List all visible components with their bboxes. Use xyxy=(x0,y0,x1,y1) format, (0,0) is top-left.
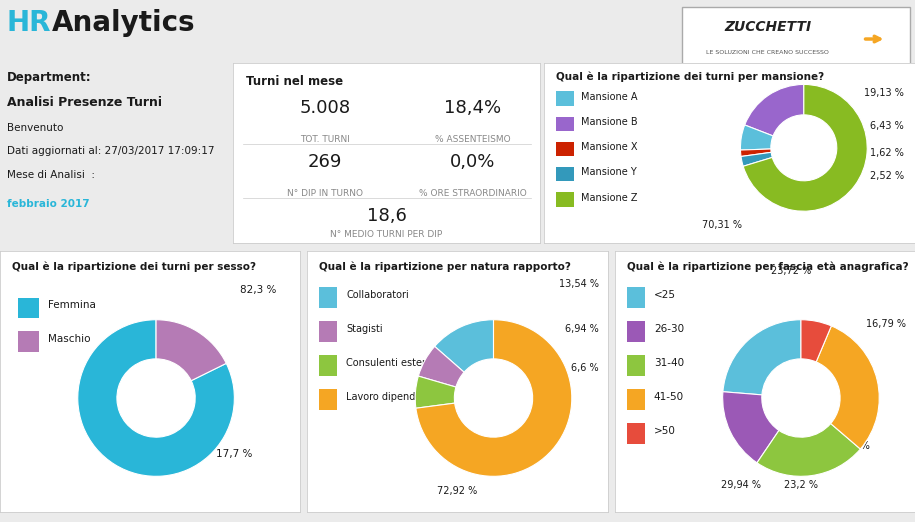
Text: % ORE STRAORDINARIO: % ORE STRAORDINARIO xyxy=(418,188,526,198)
Text: 72,92 %: 72,92 % xyxy=(437,485,478,496)
Wedge shape xyxy=(741,152,772,167)
Text: Qual è la ripartizione per fascia età anagrafica?: Qual è la ripartizione per fascia età an… xyxy=(627,261,909,271)
Bar xyxy=(555,142,574,156)
Text: 23,2 %: 23,2 % xyxy=(784,480,818,491)
Text: <25: <25 xyxy=(654,290,676,300)
Text: N° MEDIO TURNI PER DIP: N° MEDIO TURNI PER DIP xyxy=(330,230,443,239)
Bar xyxy=(627,389,645,410)
Text: 6,94 %: 6,94 % xyxy=(565,324,598,334)
Text: Consulenti esterni: Consulenti esterni xyxy=(347,358,436,368)
Wedge shape xyxy=(418,347,464,387)
Text: 23,72 %: 23,72 % xyxy=(771,266,812,277)
Text: 269: 269 xyxy=(308,152,342,171)
Bar xyxy=(18,298,39,318)
Text: 18,4%: 18,4% xyxy=(444,99,501,116)
Text: Stagisti: Stagisti xyxy=(347,324,383,334)
Bar xyxy=(627,355,645,376)
Wedge shape xyxy=(816,326,879,449)
Text: Qual è la ripartizione dei turni per mansione?: Qual è la ripartizione dei turni per man… xyxy=(555,72,824,82)
Text: 18,6: 18,6 xyxy=(367,207,406,224)
Wedge shape xyxy=(415,376,456,408)
Text: Qual è la ripartizione dei turni per sesso?: Qual è la ripartizione dei turni per ses… xyxy=(12,261,256,271)
Text: % ASSENTEISMO: % ASSENTEISMO xyxy=(435,135,511,144)
Text: Mansione Y: Mansione Y xyxy=(582,168,637,177)
Text: 0,0%: 0,0% xyxy=(450,152,495,171)
Text: 82,3 %: 82,3 % xyxy=(240,284,276,295)
FancyBboxPatch shape xyxy=(682,7,910,74)
Text: febbraio 2017: febbraio 2017 xyxy=(7,198,90,208)
Wedge shape xyxy=(740,125,773,150)
Text: 6,6 %: 6,6 % xyxy=(571,363,598,373)
Text: TOT. TURNI: TOT. TURNI xyxy=(300,135,350,144)
Bar xyxy=(555,91,574,106)
Wedge shape xyxy=(801,319,832,362)
Text: Turni nel mese: Turni nel mese xyxy=(245,75,343,88)
Wedge shape xyxy=(156,319,226,381)
Text: 6,35 %: 6,35 % xyxy=(836,441,870,452)
Text: Femmina: Femmina xyxy=(48,300,96,311)
Text: Analytics: Analytics xyxy=(51,9,195,38)
Text: 6,43 %: 6,43 % xyxy=(870,121,904,130)
Wedge shape xyxy=(745,85,803,136)
Text: 26-30: 26-30 xyxy=(654,324,684,334)
Text: Mese di Analisi  :: Mese di Analisi : xyxy=(7,170,95,180)
Bar xyxy=(555,167,574,182)
Text: Mansione A: Mansione A xyxy=(582,92,638,102)
Wedge shape xyxy=(416,319,572,476)
Text: 70,31 %: 70,31 % xyxy=(703,220,742,230)
Wedge shape xyxy=(743,85,867,211)
Wedge shape xyxy=(757,423,860,476)
Text: Mansione B: Mansione B xyxy=(582,117,638,127)
Wedge shape xyxy=(78,319,234,476)
Text: Collaboratori: Collaboratori xyxy=(347,290,409,300)
Wedge shape xyxy=(740,149,771,157)
Text: Mansione Z: Mansione Z xyxy=(582,193,638,203)
Text: Mansione X: Mansione X xyxy=(582,143,638,152)
Text: 1,62 %: 1,62 % xyxy=(870,148,904,158)
Wedge shape xyxy=(435,319,493,372)
Text: >50: >50 xyxy=(654,425,676,436)
Text: Department:: Department: xyxy=(7,70,92,84)
Text: 41-50: 41-50 xyxy=(654,392,684,402)
Bar xyxy=(319,321,338,342)
Text: 13,54 %: 13,54 % xyxy=(558,279,598,290)
Text: N° DIP IN TURNO: N° DIP IN TURNO xyxy=(287,188,363,198)
Text: HR: HR xyxy=(7,9,51,38)
Text: 2,52 %: 2,52 % xyxy=(870,171,904,181)
Text: 29,94 %: 29,94 % xyxy=(721,480,761,491)
Bar xyxy=(627,287,645,308)
Text: Dati aggiornati al: 27/03/2017 17:09:17: Dati aggiornati al: 27/03/2017 17:09:17 xyxy=(7,146,214,156)
Text: LE SOLUZIONI CHE CREANO SUCCESSO: LE SOLUZIONI CHE CREANO SUCCESSO xyxy=(706,50,829,55)
Wedge shape xyxy=(723,392,779,463)
Bar xyxy=(18,331,39,352)
Bar xyxy=(319,287,338,308)
Bar xyxy=(319,389,338,410)
Text: 31-40: 31-40 xyxy=(654,358,684,368)
Text: Maschio: Maschio xyxy=(48,334,91,345)
Text: ZUCCHETTI: ZUCCHETTI xyxy=(724,20,811,34)
Text: 19,13 %: 19,13 % xyxy=(864,88,904,98)
Bar xyxy=(627,321,645,342)
Bar xyxy=(555,117,574,131)
Bar xyxy=(319,355,338,376)
Text: 16,79 %: 16,79 % xyxy=(866,318,906,329)
Text: Benvenuto: Benvenuto xyxy=(7,123,63,133)
Bar xyxy=(555,192,574,207)
Text: Analisi Presenze Turni: Analisi Presenze Turni xyxy=(7,96,162,109)
Text: Lavoro dipendente: Lavoro dipendente xyxy=(347,392,438,402)
Wedge shape xyxy=(723,319,801,395)
Text: 17,7 %: 17,7 % xyxy=(216,449,253,459)
Text: Qual è la ripartizione per natura rapporto?: Qual è la ripartizione per natura rappor… xyxy=(319,261,571,271)
Bar xyxy=(627,423,645,444)
Text: 5.008: 5.008 xyxy=(300,99,350,116)
